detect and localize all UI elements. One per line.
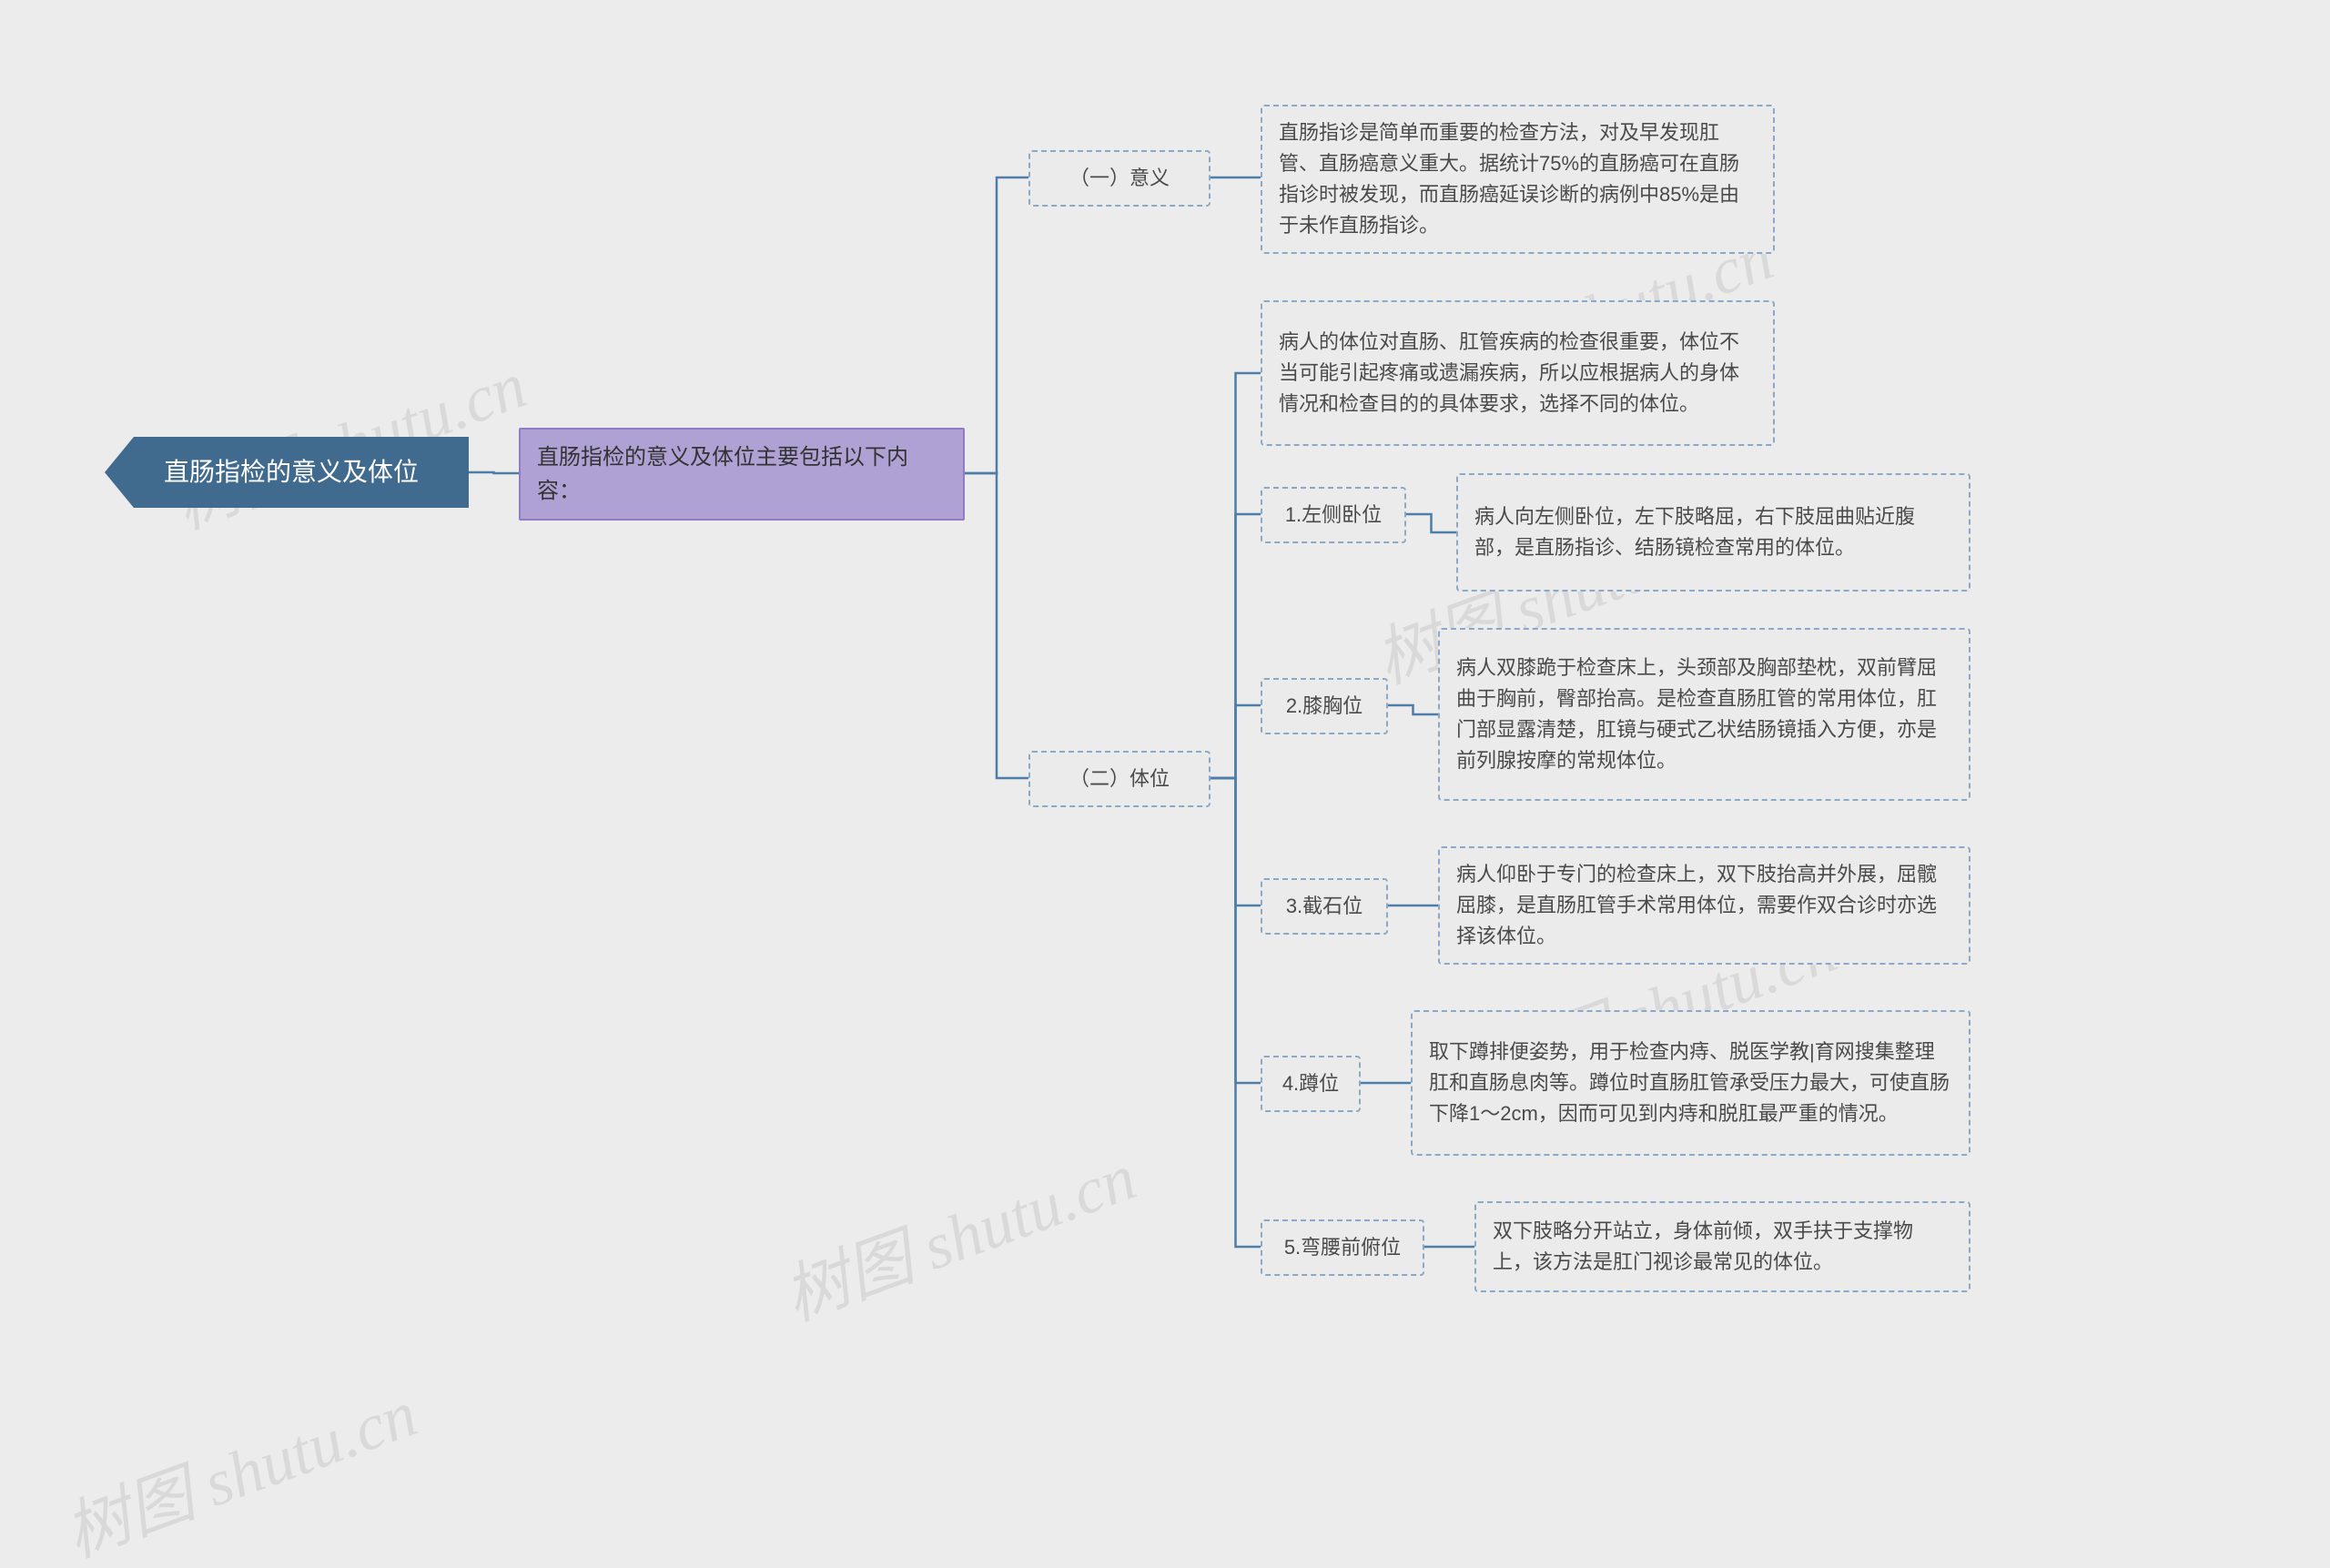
- level1-node: 直肠指检的意义及体位主要包括以下内容：: [519, 428, 965, 521]
- node-pos2-detail: 病人双膝跪于检查床上，头颈部及胸部垫枕，双前臂屈曲于胸前，臀部抬高。是检查直肠肛…: [1438, 628, 1970, 801]
- root-node: 直肠指检的意义及体位: [105, 437, 469, 508]
- node-pos3-detail-text: 病人仰卧于专门的检查床上，双下肢抬高并外展，屈髋屈膝，是直肠肛管手术常用体位，需…: [1456, 859, 1952, 952]
- node-pos4: 4.蹲位: [1261, 1056, 1361, 1112]
- node-pos2: 2.膝胸位: [1261, 678, 1388, 734]
- node-meaning-label: （一）意义: [1069, 163, 1170, 194]
- node-meaning-detail: 直肠指诊是简单而重要的检查方法，对及早发现肛管、直肠癌意义重大。据统计75%的直…: [1261, 105, 1775, 254]
- node-pos3: 3.截石位: [1261, 878, 1388, 935]
- node-pos5-detail-text: 双下肢略分开站立，身体前倾，双手扶于支撑物上，该方法是肛门视诊最常见的体位。: [1493, 1216, 1952, 1278]
- node-pos4-detail: 取下蹲排便姿势，用于检查内痔、脱医学教|育网搜集整理肛和直肠息肉等。蹲位时直肠肛…: [1411, 1010, 1970, 1156]
- node-pos3-detail: 病人仰卧于专门的检查床上，双下肢抬高并外展，屈髋屈膝，是直肠肛管手术常用体位，需…: [1438, 846, 1970, 965]
- level1-label: 直肠指检的意义及体位主要包括以下内容：: [537, 440, 947, 508]
- node-meaning-detail-text: 直肠指诊是简单而重要的检查方法，对及早发现肛管、直肠癌意义重大。据统计75%的直…: [1279, 117, 1757, 241]
- node-pos1-detail: 病人向左侧卧位，左下肢略屈，右下肢屈曲贴近腹部，是直肠指诊、结肠镜检查常用的体位…: [1456, 473, 1970, 592]
- node-pos5: 5.弯腰前俯位: [1261, 1219, 1424, 1276]
- root-label: 直肠指检的意义及体位: [164, 452, 419, 491]
- node-meaning: （一）意义: [1028, 150, 1211, 207]
- node-position-label: （二）体位: [1069, 764, 1170, 794]
- node-position: （二）体位: [1028, 751, 1211, 807]
- node-pos4-label: 4.蹲位: [1282, 1068, 1339, 1099]
- node-pos2-label: 2.膝胸位: [1286, 691, 1363, 722]
- node-pos3-label: 3.截石位: [1286, 891, 1363, 922]
- node-pos5-detail: 双下肢略分开站立，身体前倾，双手扶于支撑物上，该方法是肛门视诊最常见的体位。: [1474, 1201, 1970, 1292]
- node-position-detail: 病人的体位对直肠、肛管疾病的检查很重要，体位不当可能引起疼痛或遗漏疾病，所以应根…: [1261, 300, 1775, 446]
- node-pos1-detail-text: 病人向左侧卧位，左下肢略屈，右下肢屈曲贴近腹部，是直肠指诊、结肠镜检查常用的体位…: [1474, 501, 1952, 563]
- node-pos5-label: 5.弯腰前俯位: [1284, 1232, 1401, 1263]
- node-pos1-label: 1.左侧卧位: [1285, 500, 1382, 531]
- node-pos4-detail-text: 取下蹲排便姿势，用于检查内痔、脱医学教|育网搜集整理肛和直肠息肉等。蹲位时直肠肛…: [1429, 1037, 1952, 1129]
- node-pos2-detail-text: 病人双膝跪于检查床上，头颈部及胸部垫枕，双前臂屈曲于胸前，臀部抬高。是检查直肠肛…: [1456, 652, 1952, 776]
- node-pos1: 1.左侧卧位: [1261, 487, 1406, 543]
- node-position-detail-text: 病人的体位对直肠、肛管疾病的检查很重要，体位不当可能引起疼痛或遗漏疾病，所以应根…: [1279, 327, 1757, 420]
